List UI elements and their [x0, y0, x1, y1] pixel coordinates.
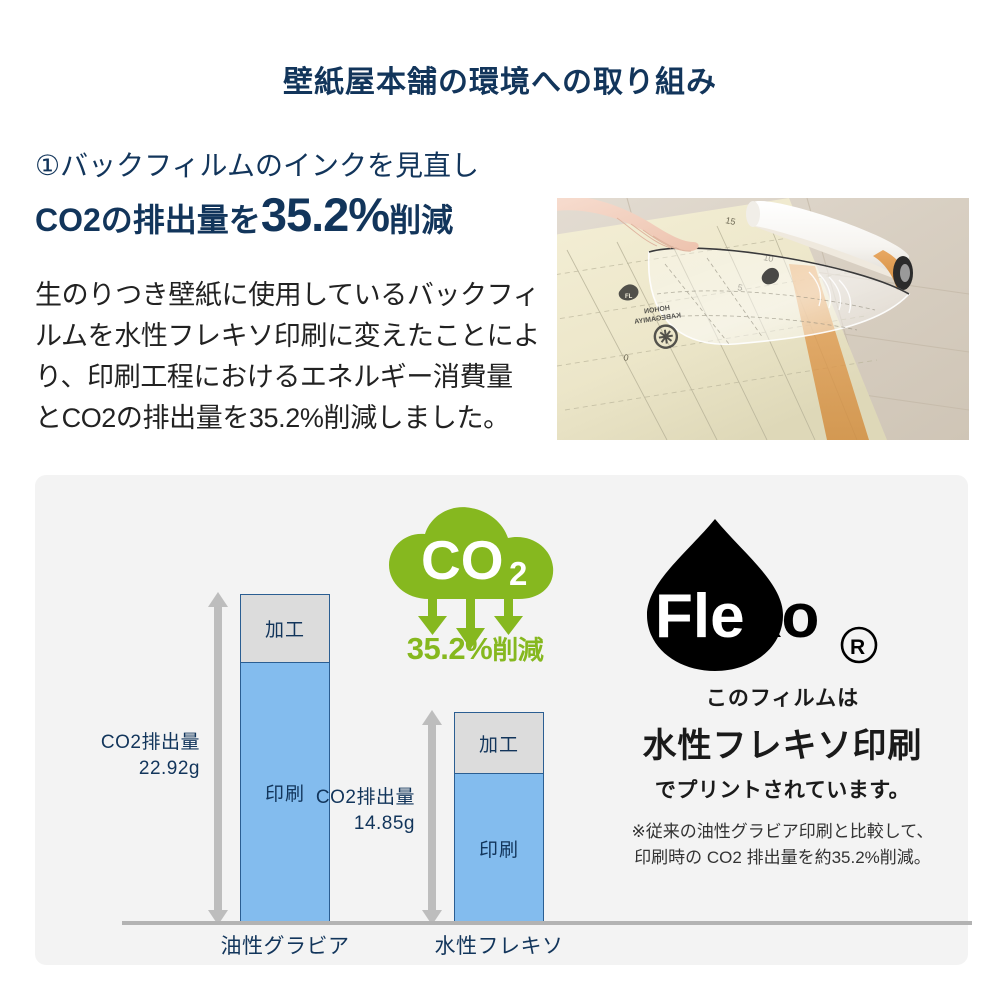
flexo-logo-svg: Fle xo R: [647, 519, 878, 671]
total-label-text: CO2排出量: [100, 732, 200, 753]
arrow-shaft: [428, 723, 436, 912]
reduction-suffix: 削減: [492, 635, 544, 665]
flexo-certification-block: Fle xo R このフィルムは 水性フレキソ印刷 でプリントされています。 ※…: [597, 505, 968, 872]
total-label-text: CO2排出量: [315, 787, 415, 808]
headline-suffix: 削減: [389, 202, 454, 238]
arrow-head-up-icon: [422, 710, 442, 725]
comparison-panel: 加工 印刷 加工 印刷 CO2排出量 22.92g: [35, 475, 972, 965]
svg-text:HOHON: HOHON: [644, 305, 671, 316]
category-label-water-flexo: 水性フレキソ: [434, 935, 564, 958]
intro-headline: CO2の排出量を35.2%削減: [35, 187, 535, 243]
headline-percent: 35.2%: [260, 188, 390, 241]
dimension-arrow-water-flexo: [422, 710, 442, 925]
svg-text:R: R: [850, 636, 865, 659]
bar-segment-kakou: 加工: [241, 595, 329, 663]
svg-text:15: 15: [725, 215, 737, 227]
page-title: 壁紙屋本舗の環境への取り組み: [283, 66, 717, 99]
total-label-oil-gravure: CO2排出量 22.92g: [75, 730, 200, 781]
headline-prefix: CO2の排出量を: [35, 202, 261, 238]
footnote-line: ※従来の油性グラビア印刷と比較して、: [631, 822, 934, 841]
svg-text:FL: FL: [625, 294, 633, 300]
flexo-line-2: 水性フレキソ印刷: [642, 727, 923, 765]
bar-oil-gravure: 加工 印刷: [240, 594, 330, 923]
chart-baseline-axis: [122, 921, 972, 925]
bar-segment-kakou: 加工: [455, 713, 543, 774]
svg-text:0: 0: [623, 352, 630, 363]
intro-subheading: ①バックフィルムのインクを見直し: [35, 150, 479, 181]
dimension-arrow-oil-gravure: [208, 592, 228, 925]
cloud-co2-subscript: 2: [509, 555, 527, 592]
flexo-line-3: でプリントされています。: [654, 779, 911, 802]
co2-reduction-annotation: 35.2%削減: [360, 630, 590, 667]
co2-cloud-icon: CO 2: [375, 503, 575, 683]
co2-cloud-svg: CO 2: [389, 507, 554, 649]
category-label-oil-gravure: 油性グラビア: [220, 935, 350, 958]
arrow-shaft: [214, 605, 222, 912]
photo-illustration: 15 10 5 0: [557, 198, 969, 440]
registered-mark-icon: R: [840, 626, 878, 664]
intro-heading-block: ①バックフィルムのインクを見直し CO2の排出量を35.2%削減: [35, 148, 535, 243]
body-line: 生のりつき壁紙に使用しているバックフィ: [35, 280, 540, 310]
flexo-waterdrop-logo-icon: Fle xo R: [597, 505, 968, 680]
bar-water-flexo: 加工 印刷: [454, 712, 544, 923]
bar-segment-insatsu: 印刷: [455, 774, 543, 922]
reduction-value: 35.2%: [406, 631, 493, 666]
cloud-co2-text: CO: [421, 529, 504, 591]
flexo-footnote: ※従来の油性グラビア印刷と比較して、 印刷時の CO2 排出量を約35.2%削減…: [597, 819, 968, 872]
body-copy: 生のりつき壁紙に使用しているバックフィ ルムを水性フレキソ印刷に変えたことによ …: [35, 275, 540, 439]
body-line: り、印刷工程におけるエネルギー消費量: [35, 362, 513, 393]
total-label-value: 14.85g: [353, 812, 415, 834]
bar-segment-insatsu: 印刷: [241, 663, 329, 922]
wallpaper-backfilm-photo: 15 10 5 0: [557, 198, 969, 440]
flexo-logo-text-xo: xo: [747, 582, 819, 651]
body-line: ルムを水性フレキソ印刷に変えたことによ: [35, 321, 540, 352]
total-label-water-flexo: CO2排出量 14.85g: [290, 785, 415, 836]
footnote-line: 印刷時の CO2 排出量を約35.2%削減。: [634, 848, 931, 868]
total-label-value: 22.92g: [138, 757, 200, 779]
body-line: とCO2の排出量を35.2%削減しました。: [35, 403, 510, 434]
flexo-logo-text-fle: Fle: [655, 582, 745, 651]
arrow-head-up-icon: [208, 592, 228, 607]
flexo-line-1: このフィルムは: [705, 687, 860, 710]
co2-comparison-chart: 加工 印刷 加工 印刷 CO2排出量 22.92g: [35, 475, 972, 965]
cloud-down-arrows-icon: [418, 599, 523, 649]
